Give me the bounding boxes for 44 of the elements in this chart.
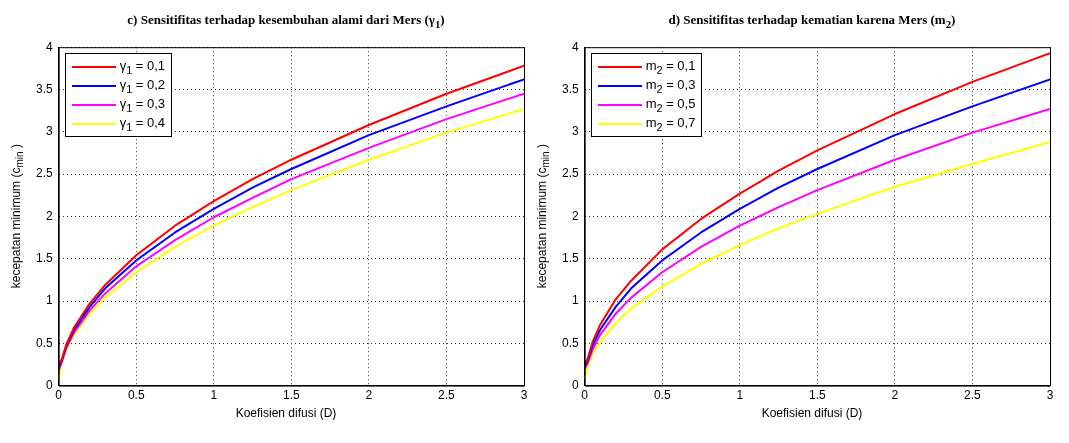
y-tick-label: 2: [571, 208, 579, 223]
x-tick-label: 0: [581, 388, 589, 403]
x-tick-label: 0: [55, 388, 63, 403]
legend-label: γ$_{1}$ = 0,4: [119, 114, 166, 133]
x-tick-label: 2.5: [438, 388, 456, 403]
legend-label: m$_{2}$ = 0,7: [645, 114, 696, 133]
legend-label: γ$_{1}$ = 0,1: [119, 57, 166, 76]
y-tick-label: 2: [45, 208, 53, 223]
y-tick-label: 1.5: [561, 251, 579, 266]
x-tick-label: 1.5: [809, 388, 826, 403]
y-tick-label: 4: [571, 39, 579, 54]
chart-title: c) Sensitifitas terhadap kesembuhan alami dari Mers (γ$_{1}$): [126, 11, 446, 32]
x-axis-title: Koefisien difusi (D): [234, 406, 338, 422]
y-tick-label: 3: [45, 124, 53, 139]
y-tick-label: 2.5: [561, 166, 579, 181]
x-tick-label: 1: [736, 388, 744, 403]
y-tick-label: 4: [45, 39, 53, 54]
y-tick-label: 1.5: [35, 251, 53, 266]
x-tick-label: 3: [520, 388, 528, 403]
legend-label: m$_{2}$ = 0,5: [645, 95, 696, 114]
legend-label: m$_{2}$ = 0,3: [645, 76, 696, 95]
y-tick-label: 2.5: [35, 166, 53, 181]
y-tick-label: 0: [45, 377, 53, 392]
x-axis-title: Koefisien difusi (D): [760, 406, 864, 422]
y-tick-label: 0.5: [35, 335, 53, 350]
x-tick-label: 3: [1046, 388, 1054, 403]
x-tick-label: 2: [891, 388, 899, 403]
y-tick-label: 0.5: [561, 335, 579, 350]
y-tick-label: 3: [571, 124, 579, 139]
y-tick-label: 3.5: [35, 81, 53, 96]
legend-label: γ$_{1}$ = 0,3: [119, 95, 166, 114]
x-tick-label: 0.5: [653, 388, 671, 403]
x-tick-label: 2: [365, 388, 373, 403]
legend-label: m$_{2}$ = 0,1: [645, 57, 696, 76]
y-tick-label: 0: [571, 377, 579, 392]
x-tick-label: 2.5: [964, 388, 982, 403]
x-tick-label: 0.5: [127, 388, 145, 403]
legend-label: γ$_{1}$ = 0,2: [119, 76, 166, 95]
x-tick-label: 1.5: [283, 388, 300, 403]
y-tick-label: 3.5: [561, 81, 579, 96]
y-tick-label: 1: [571, 293, 579, 308]
y-tick-label: 1: [45, 293, 53, 308]
chart-title: d) Sensitifitas terhadap kematian karena Mers (m$_{2}$): [667, 11, 957, 32]
x-tick-label: 1: [210, 388, 218, 403]
